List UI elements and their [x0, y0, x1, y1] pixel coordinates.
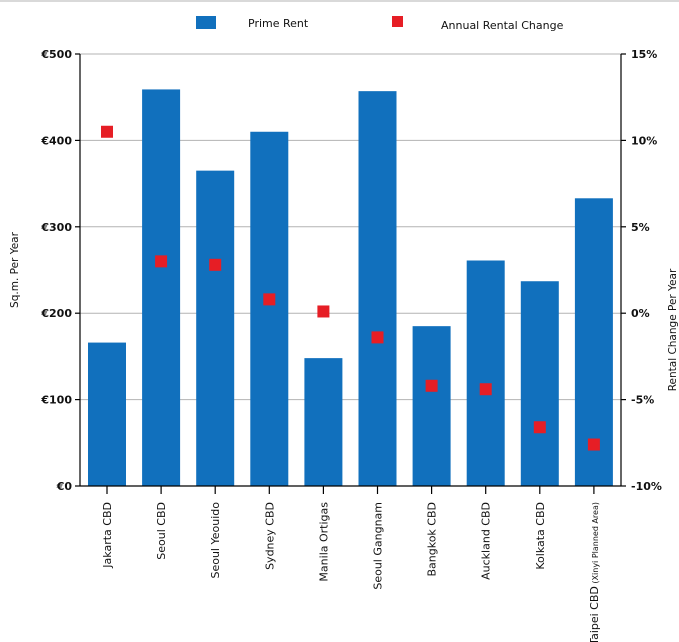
category-note: (Xinyi Planned Area)	[591, 502, 600, 586]
right-tick-label: -10%	[631, 480, 662, 493]
category-label: Auckland CBD	[480, 502, 493, 580]
category-label: Bangkok CBD	[426, 502, 439, 577]
category-name: Seoul Yeouido	[209, 502, 222, 579]
bar-prime-rent	[250, 131, 289, 486]
change-markers	[101, 125, 600, 451]
category-name: Taipei CBD	[588, 586, 601, 642]
bar-prime-rent	[142, 89, 181, 486]
left-axis-title: Sq.m. Per Year	[9, 231, 21, 308]
category-name: Sydney CBD	[263, 502, 276, 570]
right-axis-title: Rental Change Per Year	[667, 268, 679, 391]
left-tick-label: €0	[56, 480, 73, 493]
bar-prime-rent	[412, 326, 451, 486]
marker-rental-change	[263, 293, 276, 306]
marker-rental-change	[479, 383, 492, 396]
axes	[75, 53, 626, 494]
category-label: Sydney CBD	[263, 502, 276, 570]
right-tick-label: -5%	[631, 394, 654, 407]
category-label: Seoul Yeouido	[209, 502, 222, 579]
left-tick-label: €300	[40, 221, 72, 234]
marker-rental-change	[209, 258, 222, 271]
category-name: Kolkata CBD	[534, 502, 547, 570]
category-labels: Jakarta CBD Seoul CBD Seoul Yeouido Sydney …	[101, 502, 601, 642]
category-label: Seoul CBD	[155, 502, 168, 560]
category-label: Kolkata CBD	[534, 502, 547, 570]
marker-rental-change	[155, 255, 168, 268]
right-tick-label: 10%	[631, 134, 657, 147]
right-tick-labels: -10% -5% 0% 5% 10% 15%	[631, 48, 662, 493]
right-tick-label: 0%	[631, 307, 650, 320]
category-name: Seoul CBD	[155, 502, 168, 560]
legend: Prime Rent Annual Rental Change	[196, 16, 564, 32]
category-name: Manila Ortigas	[317, 502, 330, 582]
category-label: Manila Ortigas	[317, 502, 330, 582]
left-tick-label: €200	[40, 307, 72, 320]
category-name: Bangkok CBD	[426, 502, 439, 577]
category-label: Jakarta CBD	[101, 502, 114, 569]
marker-rental-change	[317, 305, 330, 318]
marker-rental-change	[101, 125, 113, 138]
marker-rental-change	[371, 331, 384, 344]
legend-swatch-rental-change	[392, 16, 403, 27]
category-label: Seoul Gangnam	[372, 502, 385, 590]
legend-label-prime-rent: Prime Rent	[248, 17, 309, 30]
left-tick-label: €400	[40, 134, 72, 147]
left-tick-label: €100	[40, 394, 72, 407]
bar-prime-rent	[88, 342, 126, 486]
bar-prime-rent	[574, 198, 613, 486]
left-tick-label: €500	[40, 48, 72, 61]
category-name: Auckland CBD	[480, 502, 493, 580]
bars	[88, 89, 613, 486]
marker-rental-change	[587, 438, 600, 451]
axis-titles: Sq.m. Per Year Rental Change Per Year	[9, 231, 679, 391]
marker-rental-change	[533, 421, 546, 434]
category-name: Seoul Gangnam	[372, 502, 385, 590]
bar-prime-rent	[520, 281, 559, 486]
legend-swatch-prime-rent	[196, 16, 216, 29]
legend-label-rental-change: Annual Rental Change	[441, 19, 564, 32]
marker-rental-change	[425, 379, 438, 392]
bar-prime-rent	[196, 170, 235, 486]
bar-prime-rent	[466, 260, 505, 486]
right-tick-label: 15%	[631, 48, 657, 61]
category-label: Taipei CBD (Xinyi Planned Area)	[588, 502, 601, 642]
left-tick-labels: €0 €100 €200 €300 €400 €500	[40, 48, 72, 493]
right-tick-label: 5%	[631, 221, 650, 234]
bar-prime-rent	[304, 358, 343, 486]
category-name: Jakarta CBD	[101, 502, 114, 569]
bar-prime-rent	[358, 91, 397, 486]
